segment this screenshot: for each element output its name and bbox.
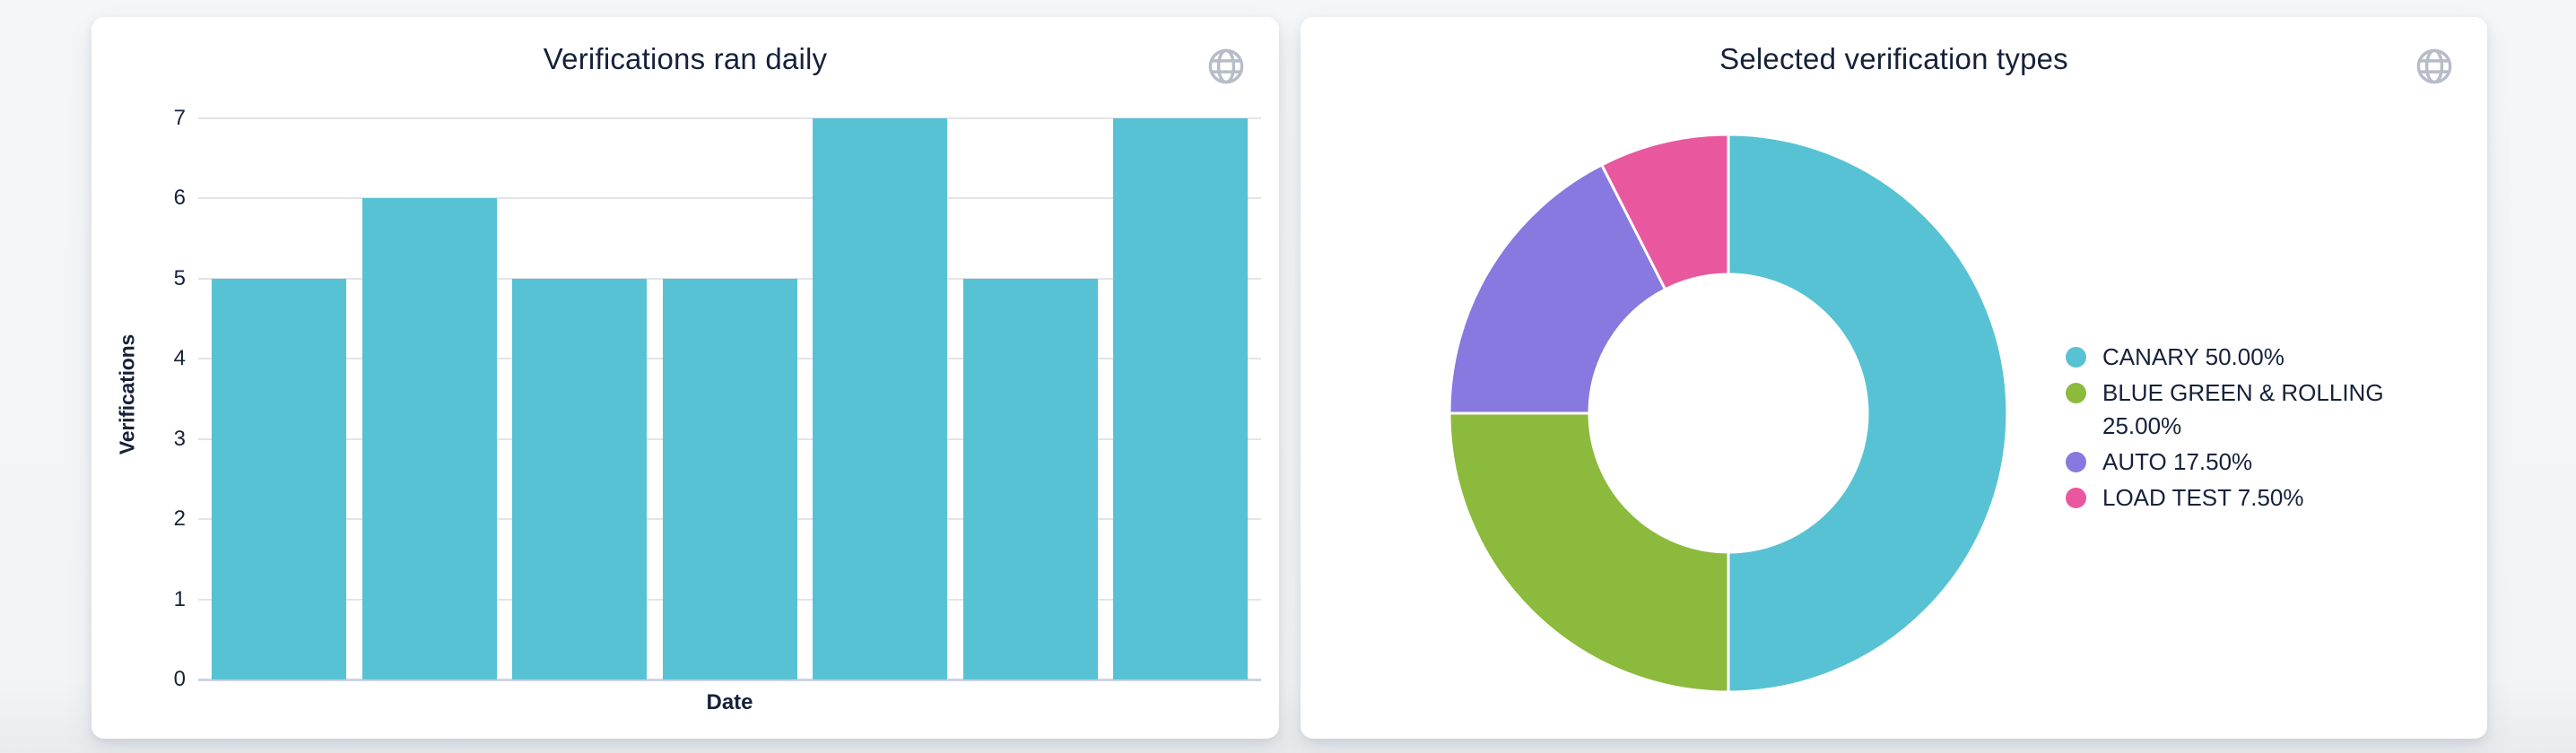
donut-legend: CANARY 50.00% BLUE GREEN & ROLLING 25.00%…: [2066, 341, 2396, 515]
bar-plot-area: [198, 117, 1261, 681]
bar-6[interactable]: [962, 278, 1098, 679]
donut-chart-card: Selected verification types CANARY 50.00…: [1301, 17, 2487, 739]
y-axis-tick-labels: 0 1 2 3 4 5 6 7: [91, 17, 186, 739]
bar-chart-title: Verifications ran daily: [543, 42, 828, 75]
bar-7[interactable]: [1113, 118, 1248, 679]
legend-dot: [2066, 488, 2086, 508]
donut-chart-title: Selected verification types: [1719, 42, 2068, 75]
gridline-y-0: [198, 679, 1261, 681]
y-tick-label-7: 7: [173, 106, 186, 130]
donut-slice-auto[interactable]: [1448, 163, 1667, 415]
legend-dot: [2066, 383, 2086, 403]
bar-2[interactable]: [361, 198, 497, 679]
legend-item-auto[interactable]: AUTO 17.50%: [2066, 446, 2396, 479]
y-tick-label-4: 4: [173, 346, 186, 371]
globe-icon[interactable]: [2414, 46, 2455, 87]
legend-item-canary[interactable]: CANARY 50.00%: [2066, 341, 2396, 374]
bar-1[interactable]: [212, 278, 346, 679]
donut-slice-blue-green-rolling[interactable]: [1448, 411, 1730, 694]
donut-slice-load-test[interactable]: [1600, 133, 1730, 291]
gridline-y-6: [198, 197, 1261, 200]
bar-4[interactable]: [662, 278, 797, 679]
bar-5[interactable]: [813, 118, 947, 679]
legend-label: CANARY 50.00%: [2102, 343, 2284, 370]
donut-slice-canary[interactable]: [1727, 133, 2009, 694]
legend-item-blue-green-rolling[interactable]: BLUE GREEN & ROLLING 25.00%: [2066, 376, 2396, 443]
y-tick-label-2: 2: [173, 506, 186, 532]
y-tick-label-3: 3: [173, 426, 186, 451]
y-tick-label-6: 6: [173, 186, 186, 211]
legend-dot: [2066, 452, 2086, 472]
y-tick-label-5: 5: [173, 265, 186, 290]
donut-chart: [1448, 133, 2009, 694]
gridline-y-5: [198, 277, 1261, 280]
x-axis-title: Date: [706, 690, 753, 714]
y-tick-label-0: 0: [173, 667, 186, 691]
globe-icon[interactable]: [1205, 46, 1247, 87]
legend-label: LOAD TEST 7.50%: [2102, 484, 2304, 511]
legend-dot: [2066, 347, 2086, 368]
legend-label: AUTO 17.50%: [2102, 448, 2253, 475]
gridline-y-7: [198, 117, 1261, 119]
legend-label: BLUE GREEN & ROLLING 25.00%: [2102, 379, 2384, 439]
y-tick-label-1: 1: [173, 586, 186, 611]
legend-item-load-test[interactable]: LOAD TEST 7.50%: [2066, 481, 2396, 515]
bar-series: [198, 118, 1261, 679]
bar-3[interactable]: [512, 278, 647, 679]
